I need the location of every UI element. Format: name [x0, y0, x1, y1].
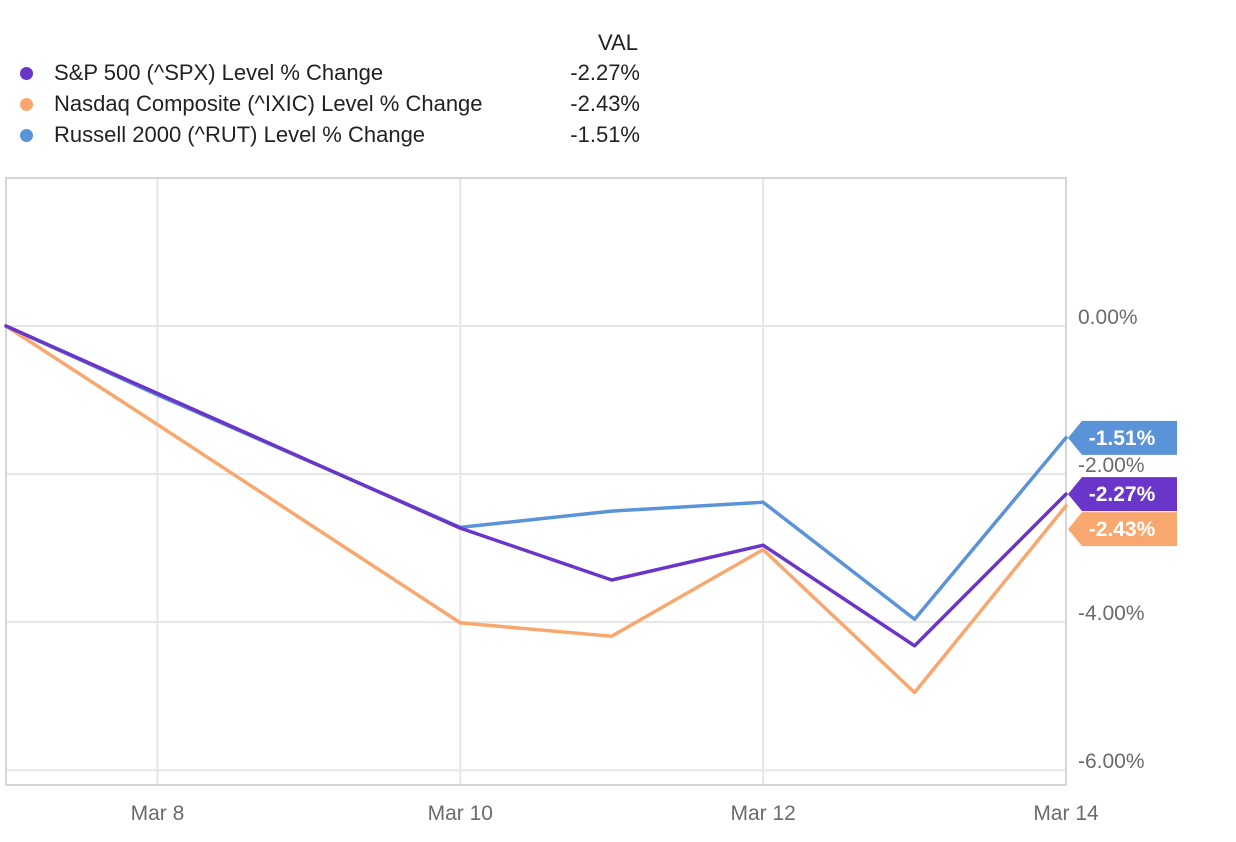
series-line-0[interactable]: [4, 324, 1068, 621]
legend-label-spx: S&P 500 (^SPX) Level % Change: [54, 60, 384, 85]
end-value-tags: -1.51% -2.27% -2.43%: [1068, 420, 1177, 547]
legend-dot-spx: [20, 67, 33, 80]
legend-value-spx: -2.27%: [570, 60, 640, 85]
legend-dot-ixic: [20, 98, 33, 111]
legend-value-header: VAL: [598, 30, 638, 55]
end-value-tag-2: [1068, 477, 1177, 512]
series-line-1[interactable]: [4, 324, 1068, 695]
series-line-2[interactable]: [4, 324, 1068, 648]
x-tick-label: Mar 10: [428, 802, 493, 825]
y-tick-label: -2.00%: [1078, 454, 1145, 477]
axis-tick-labels: 0.00% -2.00% -4.00% -6.00% Mar 8 Mar 10 Mar 12…: [131, 306, 1145, 825]
y-tick-label: -4.00%: [1078, 602, 1145, 625]
series-lines: [4, 324, 1068, 695]
y-tick-label: 0.00%: [1078, 306, 1138, 329]
legend-dot-rut: [20, 129, 33, 142]
x-tick-label: Mar 12: [730, 802, 795, 825]
end-value-tag-1: [1068, 512, 1177, 547]
end-value-label-1: -2.43%: [1089, 518, 1156, 541]
legend-item-ixic[interactable]: Nasdaq Composite (^IXIC) Level % Change …: [0, 89, 660, 119]
legend-label-rut: Russell 2000 (^RUT) Level % Change: [54, 122, 426, 147]
end-value-label-2: -2.27%: [1089, 483, 1156, 506]
legend-item-rut[interactable]: Russell 2000 (^RUT) Level % Change -1.51…: [0, 120, 660, 150]
chart-legend: VAL S&P 500 (^SPX) Level % Change -2.27%…: [0, 0, 660, 170]
end-value-label-0: -1.51%: [1089, 427, 1156, 450]
end-value-tag-0: [1068, 420, 1177, 455]
plot-area-border: [5, 177, 1067, 786]
x-tick-label: Mar 14: [1033, 802, 1099, 825]
legend-value-rut: -1.51%: [570, 122, 640, 147]
grid-lines: [6, 178, 1067, 785]
y-tick-label: -6.00%: [1078, 750, 1145, 773]
legend-value-ixic: -2.43%: [570, 91, 640, 116]
x-tick-label: Mar 8: [131, 802, 185, 825]
legend-label-ixic: Nasdaq Composite (^IXIC) Level % Change: [54, 91, 483, 116]
legend-item-spx[interactable]: S&P 500 (^SPX) Level % Change -2.27%: [0, 58, 660, 88]
